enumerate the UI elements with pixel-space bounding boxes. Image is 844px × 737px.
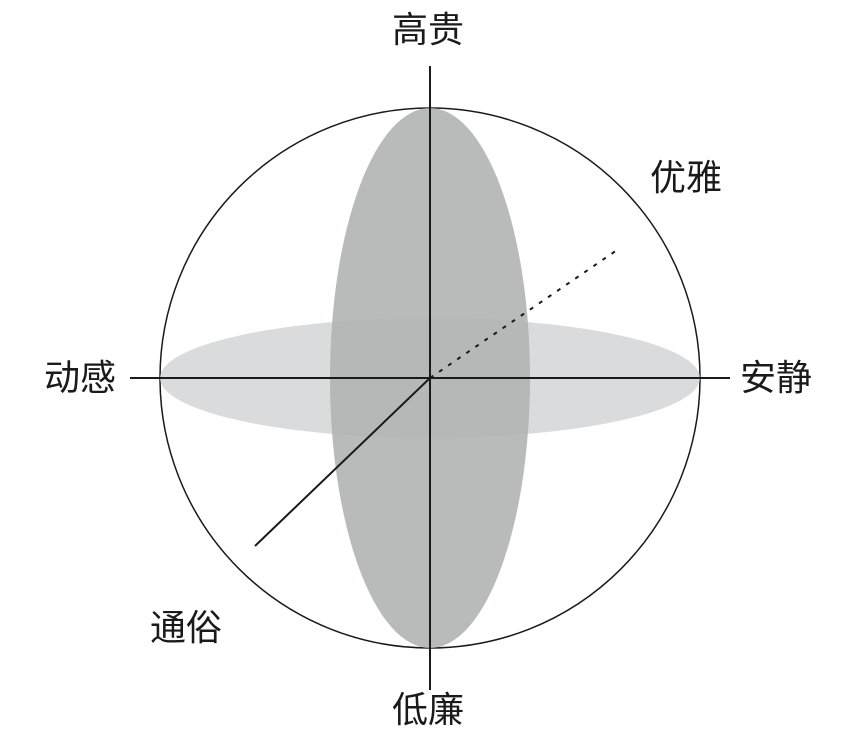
label-back: 优雅 (650, 160, 722, 196)
label-left: 动感 (44, 360, 116, 396)
diagram-stage: 高贵 低廉 动感 安静 优雅 通俗 (0, 0, 844, 737)
label-bottom: 低廉 (392, 692, 464, 728)
label-front: 通俗 (150, 610, 222, 646)
label-top: 高贵 (392, 12, 464, 48)
sphere-axes-svg (0, 0, 844, 737)
label-right: 安静 (740, 360, 812, 396)
